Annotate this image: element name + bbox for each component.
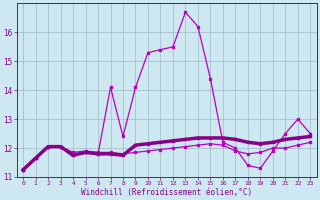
- X-axis label: Windchill (Refroidissement éolien,°C): Windchill (Refroidissement éolien,°C): [81, 188, 252, 197]
